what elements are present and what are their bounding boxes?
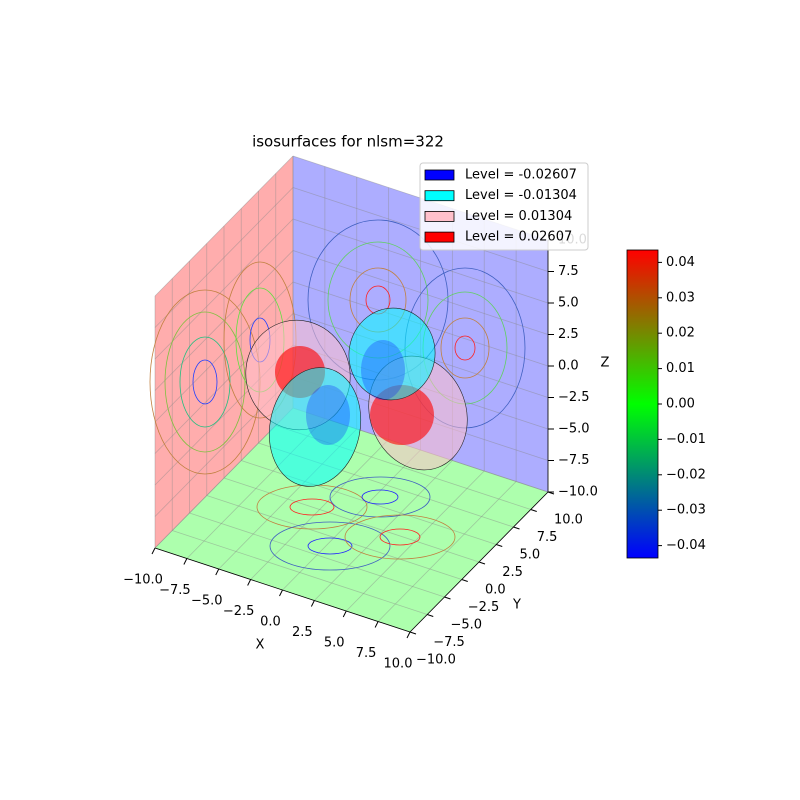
x-tick-label: 2.5 — [292, 625, 313, 640]
grid-line — [345, 470, 485, 612]
grid-line — [223, 477, 480, 563]
grid-line — [189, 512, 445, 598]
isosurfaces — [245, 307, 468, 487]
legend-label: Level = -0.01304 — [465, 188, 577, 203]
z-axis-label: Z — [601, 356, 610, 371]
grid-line — [154, 155, 294, 297]
isosurface — [361, 340, 405, 400]
y-tick-label: −10.0 — [416, 653, 456, 668]
y-tick-label: −5.0 — [451, 618, 483, 633]
legend-swatch — [424, 210, 455, 222]
grid-line — [206, 495, 462, 580]
x-tick-label: −2.5 — [223, 604, 255, 619]
y-tick-label: −2.5 — [468, 600, 500, 615]
z-tick-label: 2.5 — [558, 327, 579, 342]
y-tick — [427, 614, 434, 617]
colorbar-tick-label: 0.02 — [666, 326, 695, 341]
colorbar: −0.04 −0.03 −0.02 −0.01 0.00 0.01 0.02 0.03 0.04 — [626, 249, 706, 559]
isosurface — [268, 367, 362, 487]
x-tick — [247, 579, 252, 586]
isosurface — [306, 385, 350, 445]
colorbar-tick-label: −0.02 — [666, 467, 706, 482]
legend-label: Level = 0.01304 — [465, 209, 572, 224]
isosurface — [370, 385, 434, 445]
x-tick — [406, 631, 411, 639]
y-tick — [496, 544, 503, 547]
z-tick-label: 0.0 — [558, 359, 579, 374]
legend-swatch — [424, 190, 455, 202]
colorbar-tick-label: −0.04 — [666, 538, 706, 553]
axis-labels: −10.0−7.5−5.0−2.50.02.55.07.510.0 −10.0−7… — [123, 233, 598, 672]
z-tick-label: −5.0 — [558, 422, 590, 437]
legend-frame — [419, 162, 589, 251]
grid-line — [314, 460, 453, 601]
y-tick-label: 5.0 — [520, 548, 541, 563]
grid-line — [154, 187, 294, 328]
legend-label: Level = -0.02607 — [465, 168, 577, 183]
z-tick-label: 5.0 — [558, 296, 579, 311]
legend-swatch — [424, 231, 455, 243]
legend-swatch — [424, 169, 455, 181]
x-tick — [151, 547, 156, 555]
z-tick-label: −2.5 — [558, 390, 590, 405]
y-tick-label: 10.0 — [554, 513, 583, 528]
colorbar-tick-label: −0.03 — [666, 503, 706, 518]
colorbar-tick-label: −0.01 — [666, 432, 706, 447]
z-tick-label: 7.5 — [558, 264, 579, 279]
y-tick-label: 7.5 — [537, 530, 558, 545]
x-tick-label: 0.0 — [260, 615, 281, 630]
y-tick — [478, 561, 486, 565]
y-tick — [461, 579, 468, 582]
grid-line — [154, 218, 294, 360]
pane-z — [155, 408, 548, 632]
chart-title: isosurfaces for nlsm=322 — [252, 133, 444, 151]
grid-line — [172, 530, 428, 615]
y-tick — [444, 596, 451, 600]
x-axis-label: X — [256, 638, 265, 653]
x-tick — [279, 589, 283, 597]
x-tick-label: 5.0 — [324, 636, 345, 651]
legend: Level = -0.02607 Level = -0.01304 Level = … — [419, 162, 589, 251]
x-tick-label: 10.0 — [384, 657, 413, 672]
y-axis-label: Y — [512, 598, 521, 613]
grid-line — [292, 250, 549, 335]
x-tick-label: −10.0 — [123, 573, 163, 588]
colorbar-tick-label: 0.04 — [666, 255, 695, 270]
x-tick-label: −5.0 — [191, 594, 223, 609]
z-tick-label: −10.0 — [558, 485, 598, 500]
y-tick-label: 2.5 — [502, 565, 523, 580]
grid-line — [377, 481, 517, 622]
colorbar-tick-label: 0.01 — [666, 361, 695, 376]
x-tick — [183, 558, 188, 565]
colorbar-tick-label: 0.00 — [666, 397, 695, 412]
x-tick — [342, 610, 347, 618]
grid-line — [250, 439, 389, 580]
colorbar-fill — [626, 249, 659, 559]
legend-label: Level = 0.02607 — [465, 230, 572, 245]
y-tick — [513, 526, 520, 530]
y-tick — [530, 509, 537, 512]
x-tick-label: 7.5 — [356, 646, 377, 661]
grid-line — [282, 449, 421, 591]
colorbar-tick-label: 0.03 — [666, 290, 695, 305]
x-tick-label: −7.5 — [159, 583, 191, 598]
z-tick-label: −7.5 — [558, 453, 590, 468]
x-tick — [215, 568, 220, 576]
y-tick — [409, 631, 417, 635]
x-tick — [374, 621, 379, 628]
y-tick-label: −7.5 — [433, 635, 465, 650]
y-tick-label: 0.0 — [485, 583, 506, 598]
x-tick — [310, 600, 315, 607]
isosurface — [348, 307, 436, 401]
